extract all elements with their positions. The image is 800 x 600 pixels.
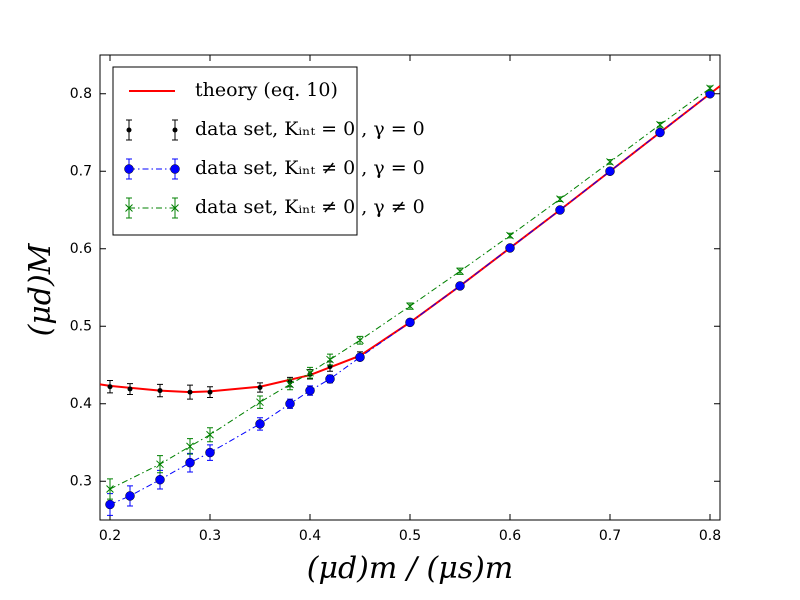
- marker: [506, 231, 514, 240]
- marker: [655, 127, 665, 138]
- marker: [355, 352, 365, 362]
- x-tick-label: 0.6: [499, 528, 521, 544]
- legend-label: data set, Kᵢₙₜ ≠ 0 , γ ≠ 0: [195, 196, 425, 218]
- marker: [325, 374, 335, 384]
- marker: [206, 430, 214, 439]
- marker: [187, 389, 193, 395]
- y-tick-label: 0.5: [70, 318, 92, 334]
- legend-label: data set, Kᵢₙₜ ≠ 0 , γ = 0: [195, 157, 425, 179]
- marker: [126, 127, 132, 133]
- plot-area: [100, 84, 720, 516]
- marker: [186, 442, 194, 451]
- marker: [606, 158, 614, 166]
- marker: [171, 204, 179, 212]
- marker: [207, 389, 213, 395]
- series-line: [100, 85, 720, 394]
- marker: [107, 384, 113, 390]
- x-tick-label: 0.8: [699, 528, 721, 544]
- marker: [505, 243, 515, 253]
- x-tick-label: 0.3: [199, 528, 221, 544]
- x-tick-label: 0.5: [399, 528, 421, 544]
- legend-label: theory (eq. 10): [195, 79, 338, 101]
- marker: [125, 491, 135, 501]
- marker: [306, 368, 314, 377]
- series-line: [109, 87, 711, 490]
- marker: [706, 84, 714, 93]
- x-tick-label: 0.2: [99, 528, 121, 544]
- legend-label: data set, Kᵢₙₜ = 0 , γ = 0: [195, 118, 425, 140]
- marker: [285, 399, 295, 409]
- marker: [406, 302, 414, 310]
- marker: [405, 317, 415, 328]
- marker: [172, 127, 178, 133]
- y-axis-label: (μd)M: [23, 242, 58, 336]
- marker: [170, 164, 180, 174]
- marker: [256, 398, 264, 407]
- marker: [555, 205, 565, 215]
- marker: [127, 386, 133, 392]
- marker: [105, 499, 115, 510]
- marker: [185, 457, 195, 468]
- x-axis-label: (μd)m / (μs)m: [307, 551, 513, 586]
- marker: [305, 385, 315, 396]
- marker: [286, 380, 294, 389]
- marker: [125, 204, 133, 212]
- marker: [656, 120, 664, 129]
- marker: [456, 267, 464, 276]
- marker: [556, 195, 564, 204]
- marker: [124, 164, 134, 174]
- marker: [205, 447, 215, 458]
- marker: [257, 384, 263, 390]
- marker: [356, 336, 364, 345]
- marker: [155, 474, 165, 485]
- x-tick-label: 0.7: [599, 528, 621, 544]
- y-tick-label: 0.6: [70, 241, 92, 257]
- y-tick-label: 0.3: [70, 473, 92, 489]
- marker: [326, 355, 334, 364]
- y-tick-label: 0.8: [70, 86, 92, 102]
- marker: [156, 460, 164, 469]
- legend-box: [112, 66, 358, 236]
- marker: [157, 388, 163, 394]
- marker: [605, 166, 615, 176]
- marker: [106, 485, 114, 493]
- y-tick-label: 0.4: [70, 396, 92, 412]
- marker: [255, 419, 265, 429]
- y-tick-label: 0.7: [70, 163, 92, 179]
- marker: [455, 281, 465, 291]
- x-tick-label: 0.4: [299, 528, 321, 544]
